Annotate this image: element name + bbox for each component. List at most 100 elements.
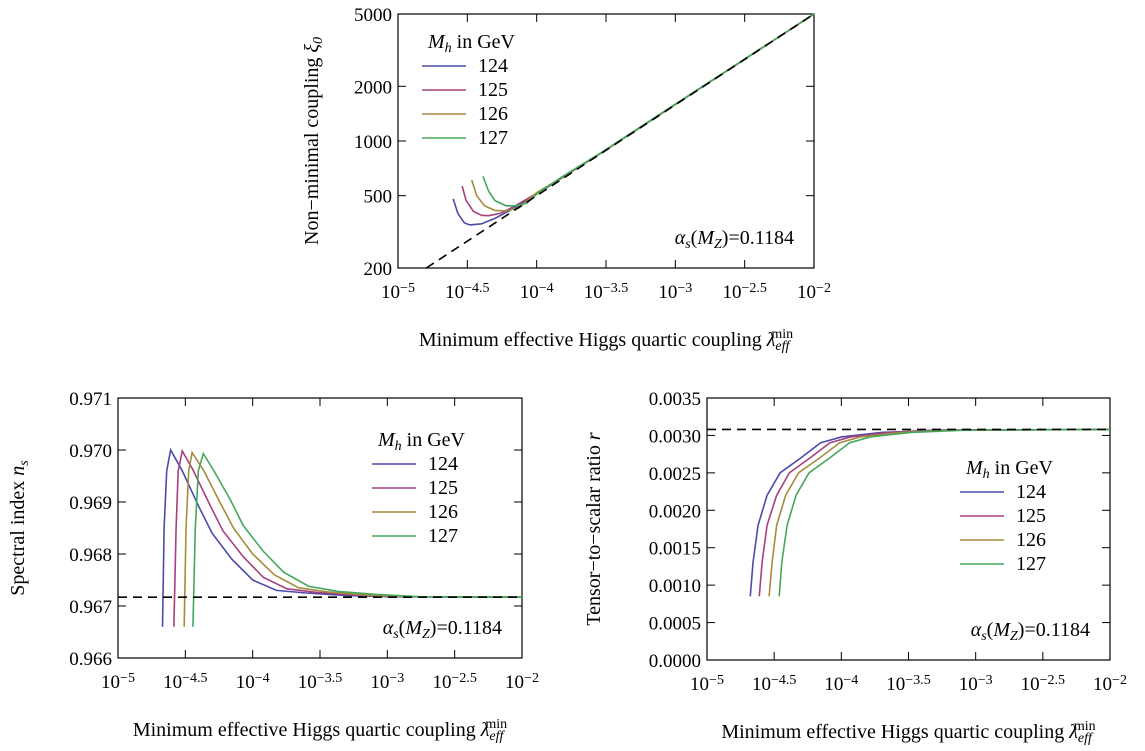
legend-title: Mh in GeV	[427, 31, 516, 56]
text-part: M	[992, 619, 1011, 641]
y-tick-label: 0.969	[69, 493, 112, 514]
text-part: s	[393, 627, 399, 642]
tick-exponent: −4	[255, 671, 270, 686]
tick-exponent: −4	[843, 673, 858, 688]
y-tick-label: 0.968	[69, 545, 112, 566]
text-part: min	[1074, 719, 1096, 734]
legend-label: 125	[478, 79, 508, 101]
x-tick-label: 10−5	[690, 673, 724, 695]
y-tick-label: 0.0000	[649, 651, 701, 672]
text-part: )=0.1184	[722, 227, 794, 249]
legend-label: 124	[1016, 481, 1046, 503]
series-line	[470, 13, 815, 212]
text-part: h	[983, 467, 990, 482]
tick-base: 10	[236, 672, 255, 693]
tick-exponent: −5	[709, 673, 724, 688]
series-line	[768, 428, 1111, 597]
x-tick-label: 10−3	[959, 673, 993, 695]
y-tick-label: 0.0025	[649, 464, 701, 485]
x-tick-label: 10−2.5	[1021, 673, 1065, 695]
x-axis-title: Minimum effective Higgs quartic coupling…	[133, 717, 507, 745]
x-tick-label: 10−2	[797, 281, 831, 303]
text-part: λ	[1068, 721, 1078, 743]
legend-label: 127	[428, 525, 458, 547]
tick-exponent: −3.5	[317, 671, 342, 686]
text-part: h	[445, 41, 452, 56]
y-tick-label: 0.967	[69, 597, 112, 618]
y-tick-label: 2000	[354, 77, 392, 98]
legend-label: 124	[428, 453, 458, 475]
tick-base: 10	[722, 282, 741, 303]
y-tick-label: 0.0015	[649, 539, 701, 560]
text-part: M	[427, 31, 446, 53]
text-part: M	[696, 227, 715, 249]
tick-base: 10	[445, 282, 464, 303]
tick-exponent: −3	[389, 671, 404, 686]
text-part: ξ	[301, 44, 323, 53]
text-part: λ	[480, 719, 490, 741]
text-part: α	[675, 227, 686, 249]
x-tick-label: 10−4.5	[163, 671, 207, 693]
legend-title: Mh in GeV	[377, 429, 466, 454]
y-axis-title: Spectral index ns	[7, 460, 32, 596]
text-part: Minimum effective Higgs quartic coupling	[133, 719, 481, 741]
tick-base: 10	[298, 672, 317, 693]
series-line	[161, 447, 523, 627]
tick-exponent: −5	[120, 671, 135, 686]
annotation: αs(MZ)=0.1184	[971, 619, 1090, 644]
text-part: Z	[1010, 629, 1018, 644]
text-part: n	[7, 466, 29, 476]
x-tick-label: 10−2.5	[432, 671, 476, 693]
series-line	[778, 428, 1111, 597]
annotation: αs(MZ)=0.1184	[675, 227, 794, 252]
y-tick-label: 0.0030	[649, 426, 701, 447]
text-part: eff	[775, 339, 791, 354]
tick-exponent: −2	[1112, 673, 1127, 688]
series-line	[749, 428, 1111, 597]
x-tick-label: 10−4.5	[445, 281, 489, 303]
tick-base: 10	[824, 674, 843, 695]
tick-exponent: −3	[978, 673, 993, 688]
tick-base: 10	[959, 674, 978, 695]
tick-base: 10	[886, 674, 905, 695]
text-part: s	[17, 460, 32, 466]
text-part: s	[981, 629, 987, 644]
legend-label: 125	[1016, 505, 1046, 527]
text-part: r	[583, 432, 605, 440]
x-tick-label: 10−2	[1093, 673, 1127, 695]
series-line	[482, 13, 815, 207]
text-part: )=0.1184	[430, 617, 502, 639]
tick-base: 10	[1093, 674, 1112, 695]
y-tick-label: 200	[364, 259, 393, 280]
text-part: eff	[489, 729, 505, 744]
text-part: s	[685, 237, 691, 252]
legend-label: 126	[1016, 529, 1046, 551]
tick-base: 10	[658, 282, 677, 303]
x-axis-title: Minimum effective Higgs quartic coupling…	[721, 719, 1095, 747]
y-tick-label: 1000	[354, 132, 392, 153]
tick-base: 10	[752, 674, 771, 695]
y-tick-label: 500	[364, 187, 393, 208]
text-part: Z	[422, 627, 430, 642]
tick-base: 10	[370, 672, 389, 693]
legend-label: 124	[478, 55, 508, 77]
tick-base: 10	[690, 674, 709, 695]
x-tick-label: 10−2.5	[722, 281, 766, 303]
text-part: min	[771, 327, 793, 342]
text-part: (	[691, 227, 698, 249]
text-part: Minimum effective Higgs quartic coupling	[419, 329, 767, 351]
y-tick-label: 0.0020	[649, 501, 701, 522]
series-line	[183, 450, 523, 627]
reference-line	[425, 13, 815, 269]
tick-exponent: −3.5	[603, 281, 628, 296]
y-axis-title: Non−minimal coupling ξ0	[301, 37, 326, 245]
text-part: λ	[766, 329, 776, 351]
text-part: h	[395, 439, 402, 454]
text-part: Minimum effective Higgs quartic coupling	[721, 721, 1069, 743]
text-part: eff	[1078, 731, 1094, 746]
x-tick-label: 10−3.5	[584, 281, 628, 303]
x-axis-title: Minimum effective Higgs quartic coupling…	[419, 327, 793, 355]
tick-exponent: −3.5	[905, 673, 930, 688]
series-line	[192, 451, 523, 627]
tick-exponent: −5	[400, 281, 415, 296]
